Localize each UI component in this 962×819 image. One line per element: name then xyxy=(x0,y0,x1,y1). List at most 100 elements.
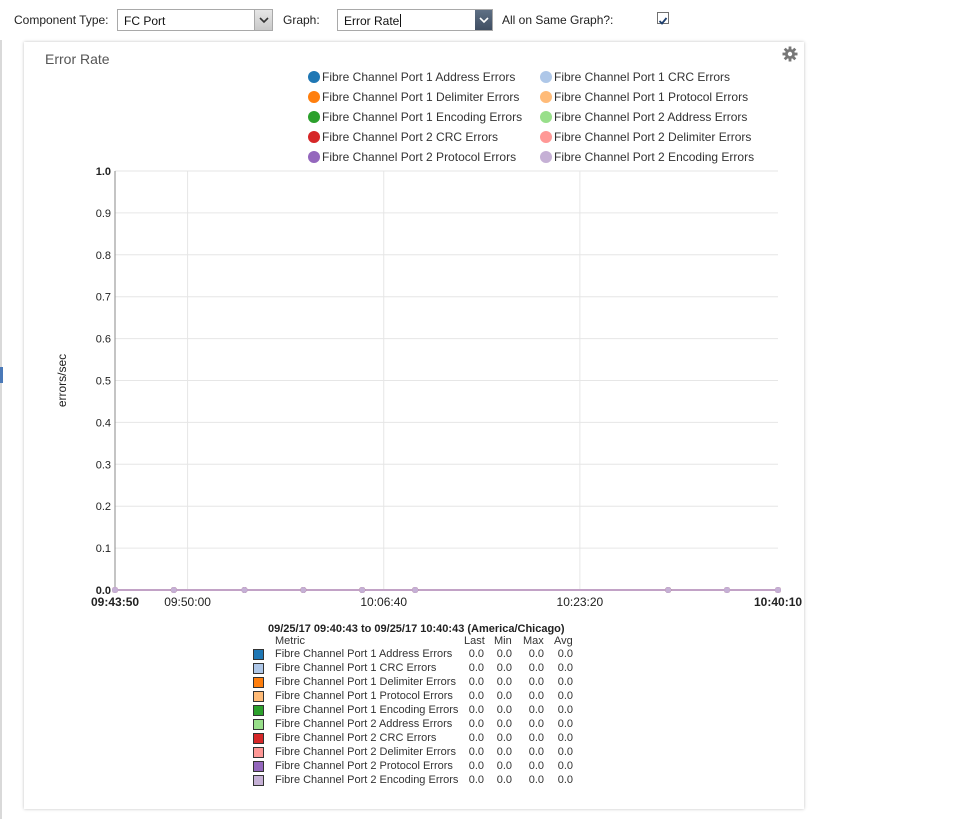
summary-metric-name: Fibre Channel Port 2 Address Errors xyxy=(275,718,453,730)
checkmark-icon xyxy=(658,17,668,25)
data-point xyxy=(241,587,248,593)
summary-swatch xyxy=(253,691,264,702)
y-tick-label: 0.7 xyxy=(96,292,111,304)
summary-max-value: 0.0 xyxy=(528,690,544,702)
chevron-down-icon[interactable] xyxy=(254,10,272,30)
summary-row: Fibre Channel Port 2 CRC Errors 0.0 0.0 0.0… xyxy=(24,732,804,746)
summary-min-value: 0.0 xyxy=(496,662,512,674)
summary-metric-name: Fibre Channel Port 2 CRC Errors xyxy=(275,732,437,744)
legend-swatch xyxy=(540,111,552,123)
component-type-select[interactable]: FC Port xyxy=(117,9,273,31)
summary-max-value: 0.0 xyxy=(528,648,544,660)
component-type-value: FC Port xyxy=(124,14,166,28)
legend-label: Fibre Channel Port 1 Encoding Errors xyxy=(322,110,523,124)
summary-swatch xyxy=(253,761,264,772)
y-tick-label: 0.5 xyxy=(96,376,111,388)
summary-row: Fibre Channel Port 1 Encoding Errors 0.0 0… xyxy=(24,704,804,718)
summary-row: Fibre Channel Port 1 CRC Errors 0.0 0.0 0.0… xyxy=(24,662,804,676)
panel-title: Error Rate xyxy=(45,51,110,67)
summary-last-value: 0.0 xyxy=(468,676,484,688)
legend-swatch xyxy=(308,91,320,103)
text-cursor xyxy=(400,14,401,27)
summary-swatch xyxy=(253,747,264,758)
legend-label: Fibre Channel Port 2 Delimiter Errors xyxy=(554,130,752,144)
summary-max-value: 0.0 xyxy=(528,774,544,786)
summary-swatch xyxy=(253,733,264,744)
summary-last-value: 0.0 xyxy=(468,648,484,660)
y-tick-label: 0.0 xyxy=(96,585,111,597)
summary-header-max: Max xyxy=(523,635,544,647)
summary-row: Fibre Channel Port 2 Encoding Errors 0.0 0… xyxy=(24,774,804,788)
y-tick-label: 0.3 xyxy=(96,459,111,471)
data-point xyxy=(775,587,781,593)
summary-avg-value: 0.0 xyxy=(557,732,573,744)
summary-min-value: 0.0 xyxy=(496,690,512,702)
summary-min-value: 0.0 xyxy=(496,732,512,744)
left-edge-handle[interactable] xyxy=(0,367,3,383)
legend-swatch xyxy=(540,151,552,163)
summary-avg-value: 0.0 xyxy=(557,718,573,730)
summary-min-value: 0.0 xyxy=(496,704,512,716)
summary-avg-value: 0.0 xyxy=(557,774,573,786)
summary-header-last: Last xyxy=(464,635,485,647)
legend-label: Fibre Channel Port 1 Protocol Errors xyxy=(554,90,749,104)
legend-swatch xyxy=(540,131,552,143)
summary-last-value: 0.0 xyxy=(468,690,484,702)
summary-metric-name: Fibre Channel Port 2 Encoding Errors xyxy=(275,774,459,786)
summary-avg-value: 0.0 xyxy=(557,760,573,772)
legend-label: Fibre Channel Port 2 Protocol Errors xyxy=(322,150,517,164)
summary-avg-value: 0.0 xyxy=(557,746,573,758)
same-graph-label: All on Same Graph?: xyxy=(502,13,614,27)
summary-swatch xyxy=(253,677,264,688)
x-tick-label: 09:43:50 xyxy=(91,595,139,609)
summary-min-value: 0.0 xyxy=(496,648,512,660)
summary-avg-value: 0.0 xyxy=(557,676,573,688)
summary-header-min: Min xyxy=(494,635,512,647)
legend-label: Fibre Channel Port 1 Address Errors xyxy=(322,70,516,84)
graph-label: Graph: xyxy=(283,13,320,27)
summary-max-value: 0.0 xyxy=(528,704,544,716)
summary-metric-name: Fibre Channel Port 1 Delimiter Errors xyxy=(275,676,456,688)
y-tick-label: 0.6 xyxy=(96,334,111,346)
summary-metric-name: Fibre Channel Port 1 CRC Errors xyxy=(275,662,437,674)
summary-max-value: 0.0 xyxy=(528,760,544,772)
graph-select[interactable]: Error Rate xyxy=(337,9,493,31)
line-chart: 0.0 0.1 0.2 0.3 0.4 0.5 0.6 0.7 0.8 0.9 1.0 09:43:5… xyxy=(55,166,802,609)
graph-value: Error Rate xyxy=(344,14,400,28)
summary-last-value: 0.0 xyxy=(468,746,484,758)
summary-avg-value: 0.0 xyxy=(557,690,573,702)
legend-label: Fibre Channel Port 2 Address Errors xyxy=(554,110,748,124)
data-point xyxy=(170,587,177,593)
data-point xyxy=(359,587,366,593)
summary-last-value: 0.0 xyxy=(468,718,484,730)
legend-label: Fibre Channel Port 2 Encoding Errors xyxy=(554,150,755,164)
summary-row: Fibre Channel Port 1 Protocol Errors 0.0 0… xyxy=(24,690,804,704)
summary-swatch xyxy=(253,775,264,786)
summary-row: Fibre Channel Port 2 Delimiter Errors 0.0… xyxy=(24,746,804,760)
chevron-down-icon[interactable] xyxy=(475,10,492,30)
summary-swatch xyxy=(253,663,264,674)
data-point xyxy=(724,587,730,593)
x-tick-label: 10:06:40 xyxy=(360,595,407,609)
summary-max-value: 0.0 xyxy=(528,746,544,758)
summary-last-value: 0.0 xyxy=(468,760,484,772)
x-tick-label: 10:23:20 xyxy=(557,595,604,609)
y-tick-label: 0.2 xyxy=(96,501,111,513)
x-tick-label: 10:40:10 xyxy=(754,595,802,609)
summary-max-value: 0.0 xyxy=(528,718,544,730)
y-axis-title: errors/sec xyxy=(55,354,69,407)
summary-max-value: 0.0 xyxy=(528,662,544,674)
y-tick-label: 1.0 xyxy=(96,166,111,178)
gear-icon[interactable] xyxy=(782,46,798,62)
summary-metric-name: Fibre Channel Port 1 Protocol Errors xyxy=(275,690,453,702)
legend-swatch xyxy=(308,71,320,83)
summary-header-avg: Avg xyxy=(554,635,573,647)
summary-metric-name: Fibre Channel Port 1 Encoding Errors xyxy=(275,704,459,716)
y-tick-label: 0.8 xyxy=(96,250,111,262)
legend-swatch xyxy=(540,71,552,83)
same-graph-checkbox[interactable] xyxy=(657,12,669,25)
data-point xyxy=(112,587,118,593)
summary-metric-name: Fibre Channel Port 1 Address Errors xyxy=(275,648,453,660)
summary-avg-value: 0.0 xyxy=(557,662,573,674)
legend-label: Fibre Channel Port 1 Delimiter Errors xyxy=(322,90,520,104)
